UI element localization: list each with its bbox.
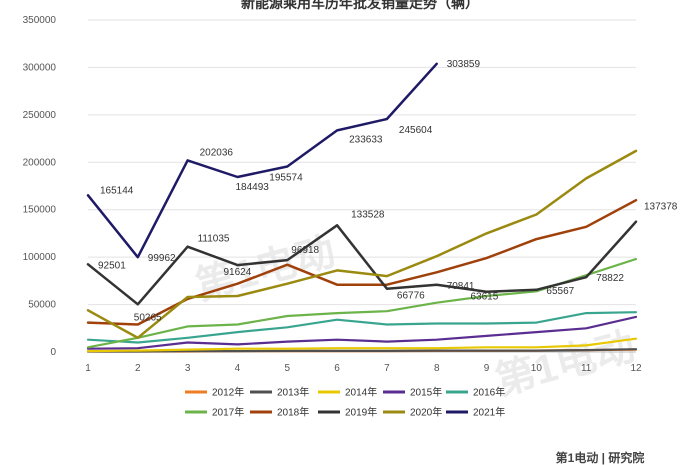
legend-label: 2020年: [410, 406, 442, 419]
data-label: 184493: [236, 182, 270, 193]
x-tick-label: 10: [531, 363, 543, 374]
x-tick-label: 12: [630, 363, 642, 374]
y-tick-label: 300000: [23, 62, 57, 73]
legend-label: 2016年: [473, 386, 505, 399]
legend-label: 2019年: [345, 406, 377, 419]
data-label: 70841: [447, 281, 475, 292]
data-label: 50265: [134, 312, 162, 323]
x-tick-label: 7: [384, 363, 390, 374]
y-tick-label: 200000: [23, 157, 57, 168]
data-label: 165144: [100, 185, 134, 196]
x-tick-label: 3: [185, 363, 191, 374]
legend-label: 2014年: [345, 386, 377, 399]
data-label: 303859: [447, 59, 481, 70]
x-tick-label: 2: [135, 363, 141, 374]
data-label: 66776: [397, 291, 425, 302]
legend-label: 2021年: [473, 406, 505, 419]
y-tick-label: 250000: [23, 110, 57, 121]
axes: 0 50000 100000 150000 200000 250000 300000 3500…: [23, 15, 642, 374]
x-tick-label: 9: [484, 363, 490, 374]
y-tick-label: 350000: [23, 15, 57, 26]
series-lines: [86, 62, 638, 353]
x-tick-label: 11: [581, 363, 592, 374]
data-label: 133528: [351, 209, 385, 220]
legend-label: 2017年: [212, 406, 244, 419]
series-line-2016年: [86, 311, 638, 344]
y-tick-label: 0: [50, 347, 56, 358]
series-line-2015年: [86, 315, 638, 350]
x-tick-label: 8: [434, 363, 440, 374]
data-label: 91624: [224, 267, 252, 278]
legend-label: 2015年: [410, 386, 442, 399]
data-label: 92501: [98, 260, 126, 271]
data-label: 195574: [269, 173, 303, 184]
y-tick-label: 150000: [23, 205, 57, 216]
data-label: 65567: [546, 286, 574, 297]
x-tick-label: 1: [85, 363, 91, 374]
y-tick-label: 100000: [23, 252, 57, 263]
data-label: 63615: [471, 292, 499, 303]
data-label: 233633: [349, 134, 383, 145]
legend-label: 2012年: [212, 386, 244, 399]
series-line-2021年: [86, 62, 438, 259]
y-tick-label: 50000: [28, 300, 56, 311]
legend: 2012年 2013年 2014年 2015年 2016年 2017年 2018年 2019年…: [185, 386, 505, 419]
data-label: 99962: [148, 253, 176, 264]
watermark-text-2: 第1电动: [491, 324, 640, 403]
x-tick-label: 4: [235, 363, 241, 374]
data-label: 202036: [200, 147, 234, 158]
legend-label: 2018年: [277, 406, 309, 419]
data-label: 137378: [644, 202, 678, 213]
x-tick-label: 6: [334, 363, 340, 374]
series-line-2019年: [86, 220, 638, 306]
footer-watermark: 第1电动 | 研究院: [556, 450, 645, 465]
x-tick-label: 5: [284, 363, 290, 374]
series-line-2020年: [86, 149, 638, 340]
series-line-2013年: [86, 348, 638, 353]
data-label: 96918: [291, 245, 319, 256]
data-label: 245604: [399, 125, 433, 136]
series-line-2014年: [86, 337, 638, 353]
data-label: 111035: [198, 234, 230, 245]
data-label: 78822: [596, 273, 624, 284]
chart-title: 新能源乘用车历年批发销量走势（辆）: [241, 0, 479, 11]
legend-label: 2013年: [277, 386, 309, 399]
